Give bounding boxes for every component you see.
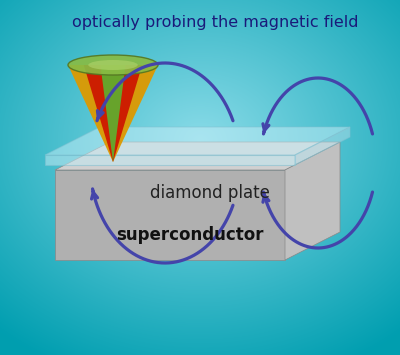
Polygon shape [55,170,285,260]
Polygon shape [45,155,295,165]
Polygon shape [55,142,340,170]
Text: superconductor: superconductor [116,226,264,244]
Ellipse shape [88,60,138,70]
Polygon shape [68,65,158,162]
Polygon shape [84,65,142,162]
Polygon shape [285,142,340,260]
Polygon shape [100,65,126,162]
Polygon shape [45,127,350,155]
Ellipse shape [68,55,158,75]
Text: optically probing the magnetic field: optically probing the magnetic field [72,16,358,31]
Polygon shape [295,127,350,165]
Text: diamond plate: diamond plate [150,184,270,202]
